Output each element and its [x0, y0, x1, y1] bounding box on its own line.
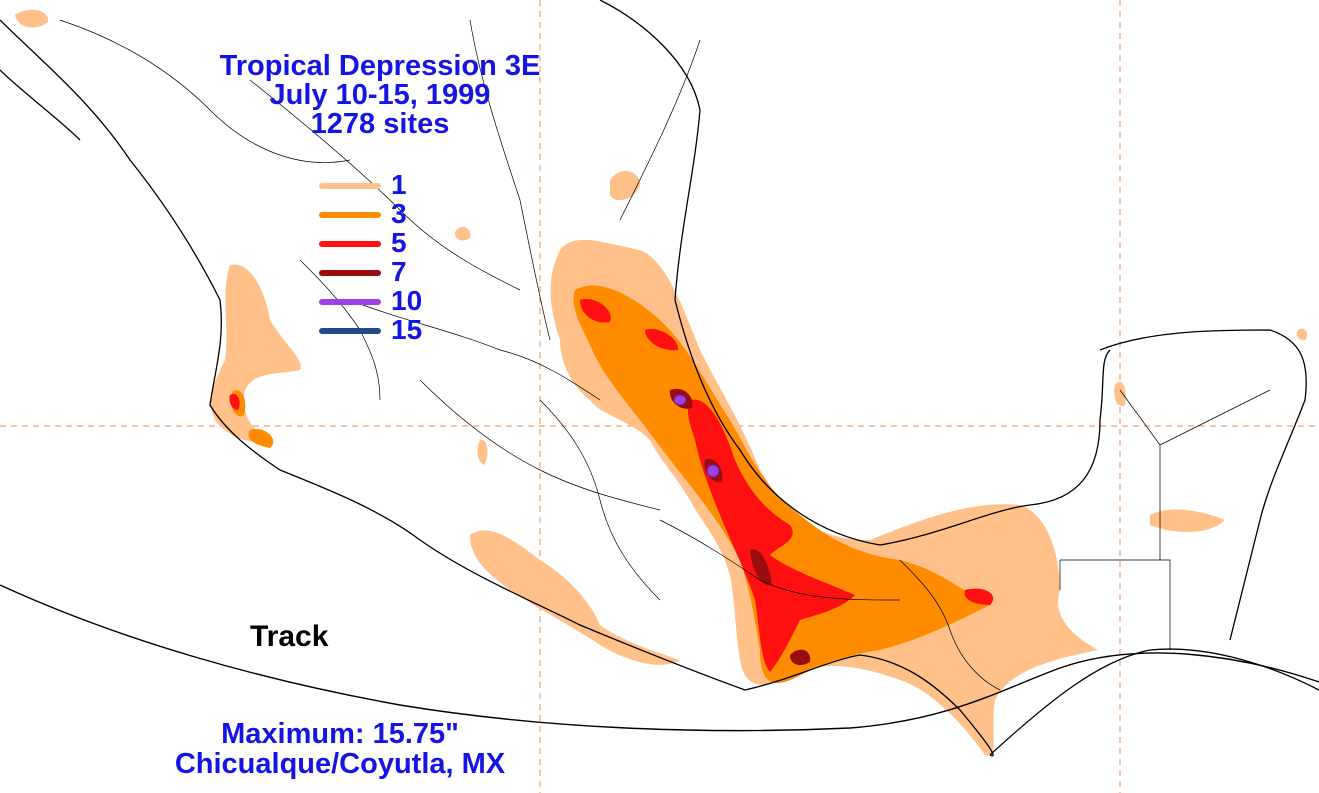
state-border — [419, 379, 661, 511]
legend-swatch — [319, 328, 381, 334]
rain-area-7in-4 — [790, 649, 811, 666]
coastlines — [0, 0, 1319, 757]
state-border — [619, 39, 701, 221]
storm-track-line — [0, 584, 1319, 732]
baja-coastline — [0, 69, 81, 141]
legend-label: 10 — [391, 285, 423, 316]
map-date-range: July 10-15, 1999 — [269, 79, 491, 111]
map-title: Tropical Depression 3E — [219, 50, 541, 82]
rain-area-7 — [15, 9, 49, 28]
legend-label: 15 — [391, 314, 423, 345]
state-border — [899, 559, 1001, 691]
rain-area-2 — [210, 264, 301, 442]
legend-label: 3 — [391, 198, 407, 229]
legend-item: 5 — [315, 227, 435, 258]
rain-area-5in-3 — [645, 329, 679, 351]
state-border — [469, 19, 551, 341]
legend-swatch — [319, 212, 381, 218]
map-site-count: 1278 sites — [310, 108, 450, 140]
rain-area-7in-3 — [750, 549, 772, 586]
legend-item: 15 — [315, 314, 435, 345]
state-border — [59, 19, 351, 163]
maximum-value: Maximum: 15.75" — [221, 718, 459, 750]
pacific-coastline — [0, 19, 994, 757]
legend-swatch — [319, 299, 381, 305]
legend-item: 3 — [315, 198, 435, 229]
rain-area-10in-2 — [706, 464, 720, 478]
rain-area-5in-4 — [229, 393, 240, 410]
rainfall-legend: 1 3 5 7 10 15 — [315, 169, 435, 345]
maximum-location: Chicualque/Coyutla, MX — [174, 748, 506, 780]
track-label: Track — [250, 620, 329, 653]
gulf-coastline — [599, 0, 1111, 546]
rain-area-5in-1 — [687, 399, 855, 672]
state-border-yucatan — [1119, 389, 1271, 560]
maximum-rainfall-block: Maximum: 15.75" Chicualque/Coyutla, MX — [130, 719, 550, 779]
rain-area-10 — [477, 439, 488, 465]
rain-area-3in-1 — [573, 285, 990, 683]
state-border — [349, 299, 601, 401]
legend-swatch — [319, 241, 381, 247]
legend-item: 10 — [315, 285, 435, 316]
legend-swatch — [319, 270, 381, 276]
legend-label: 7 — [391, 256, 407, 287]
legend-item: 1 — [315, 169, 435, 200]
rain-area-9 — [1296, 328, 1308, 340]
legend-label: 5 — [391, 227, 407, 258]
rainfall-10-inch-areas — [673, 394, 720, 478]
rain-area-3 — [470, 530, 680, 665]
rain-area-5in-2 — [580, 299, 611, 323]
state-border — [249, 79, 521, 291]
political-borders — [59, 19, 1271, 691]
rainfall-5-inch-areas — [229, 299, 994, 672]
legend-item: 7 — [315, 256, 435, 287]
rain-area-3in-3 — [248, 429, 274, 448]
country-border-guatemala — [1059, 559, 1171, 650]
state-border — [659, 519, 901, 601]
rain-area-5in-5 — [964, 588, 994, 605]
yucatan-coastline — [1099, 329, 1307, 641]
state-border — [539, 399, 661, 601]
map-title-block: Tropical Depression 3E July 10-15, 1999 … — [160, 52, 600, 139]
rain-area-4 — [610, 170, 640, 201]
legend-swatch — [319, 183, 381, 189]
rain-area-5 — [1150, 509, 1225, 532]
rainfall-3-inch-areas — [231, 285, 990, 683]
rain-area-8 — [454, 226, 471, 241]
rain-area-6 — [1114, 381, 1126, 407]
rain-area-10in-1 — [673, 394, 687, 406]
legend-label: 1 — [391, 169, 407, 200]
